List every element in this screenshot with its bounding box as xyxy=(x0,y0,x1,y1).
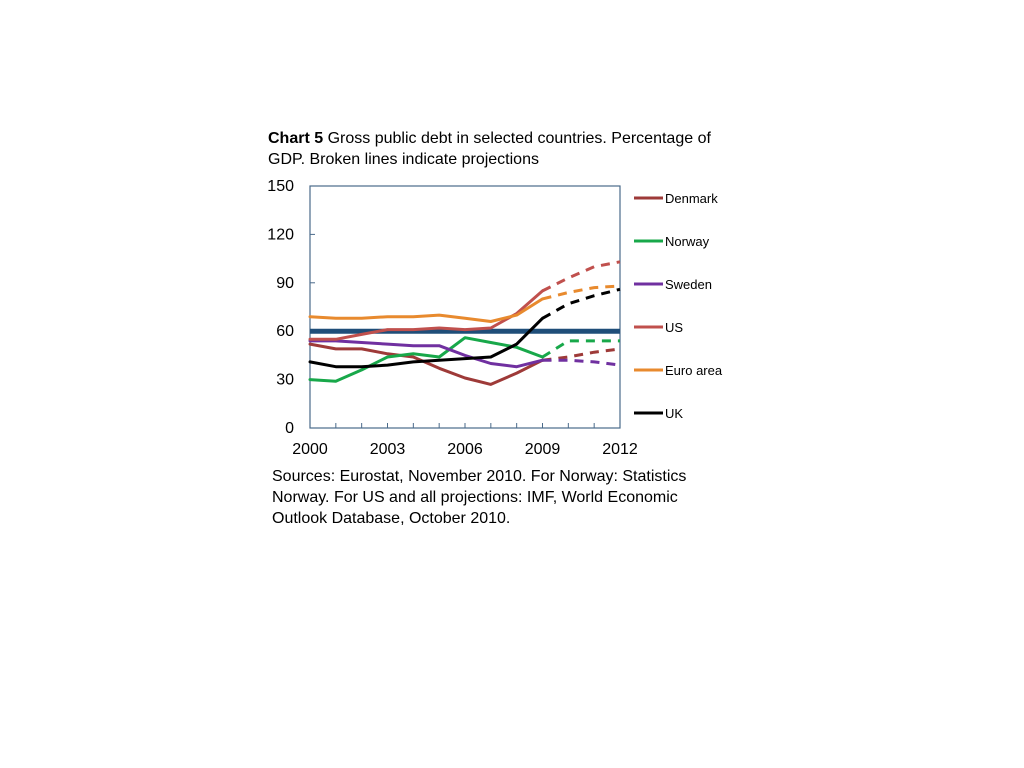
x-tick-label: 2000 xyxy=(292,441,328,458)
y-tick-label: 0 xyxy=(285,420,294,437)
series-projection-norway xyxy=(541,339,620,359)
legend-item-euro-area: Euro area xyxy=(634,363,723,378)
series-line-norway xyxy=(308,336,544,383)
legend-label: Euro area xyxy=(665,363,723,378)
legend: Denmark Norway Sweden US Euro area UK xyxy=(634,191,723,421)
series-projection-uk xyxy=(541,287,621,320)
series-line-us xyxy=(308,289,544,341)
y-tick-label: 150 xyxy=(267,178,294,195)
source-note: Sources: Eurostat, November 2010. For No… xyxy=(272,468,687,527)
legend-label: UK xyxy=(665,406,683,421)
legend-item-us: US xyxy=(634,320,683,335)
series-line-sweden xyxy=(308,339,544,369)
x-tick-label: 2003 xyxy=(370,441,406,458)
legend-item-norway: Norway xyxy=(634,234,710,249)
series-line-euro-area xyxy=(308,297,544,323)
series-projection-euro-area xyxy=(542,284,621,301)
x-tick-label: 2012 xyxy=(602,441,638,458)
x-tick-label: 2006 xyxy=(447,441,483,458)
chart-title-text: Gross public debt in selected countries.… xyxy=(268,130,711,168)
legend-item-uk: UK xyxy=(634,406,683,421)
legend-label: Sweden xyxy=(665,277,712,292)
plot-frame xyxy=(309,185,621,429)
series-line-denmark xyxy=(308,342,544,386)
series-projection-sweden xyxy=(542,358,621,367)
series-projection-denmark xyxy=(542,347,621,362)
legend-label: US xyxy=(665,320,683,335)
y-tick-label: 60 xyxy=(276,323,294,340)
series-lines xyxy=(308,260,621,386)
legend-label: Denmark xyxy=(665,191,718,206)
legend-item-denmark: Denmark xyxy=(634,191,718,206)
legend-label: Norway xyxy=(665,234,710,249)
y-tick-label: 120 xyxy=(267,226,294,243)
chart-title: Chart 5 Gross public debt in selected co… xyxy=(268,128,738,170)
axes: 0 30 60 90 120 150 2000 2003 2006 2009 2012 xyxy=(267,178,638,458)
y-tick-label: 90 xyxy=(276,275,294,292)
chart-title-prefix: Chart 5 xyxy=(268,130,324,147)
y-tick-label: 30 xyxy=(276,372,294,389)
series-projection-us xyxy=(541,260,621,293)
series-line-uk xyxy=(308,316,544,369)
x-tick-label: 2009 xyxy=(525,441,561,458)
legend-item-sweden: Sweden xyxy=(634,277,712,292)
